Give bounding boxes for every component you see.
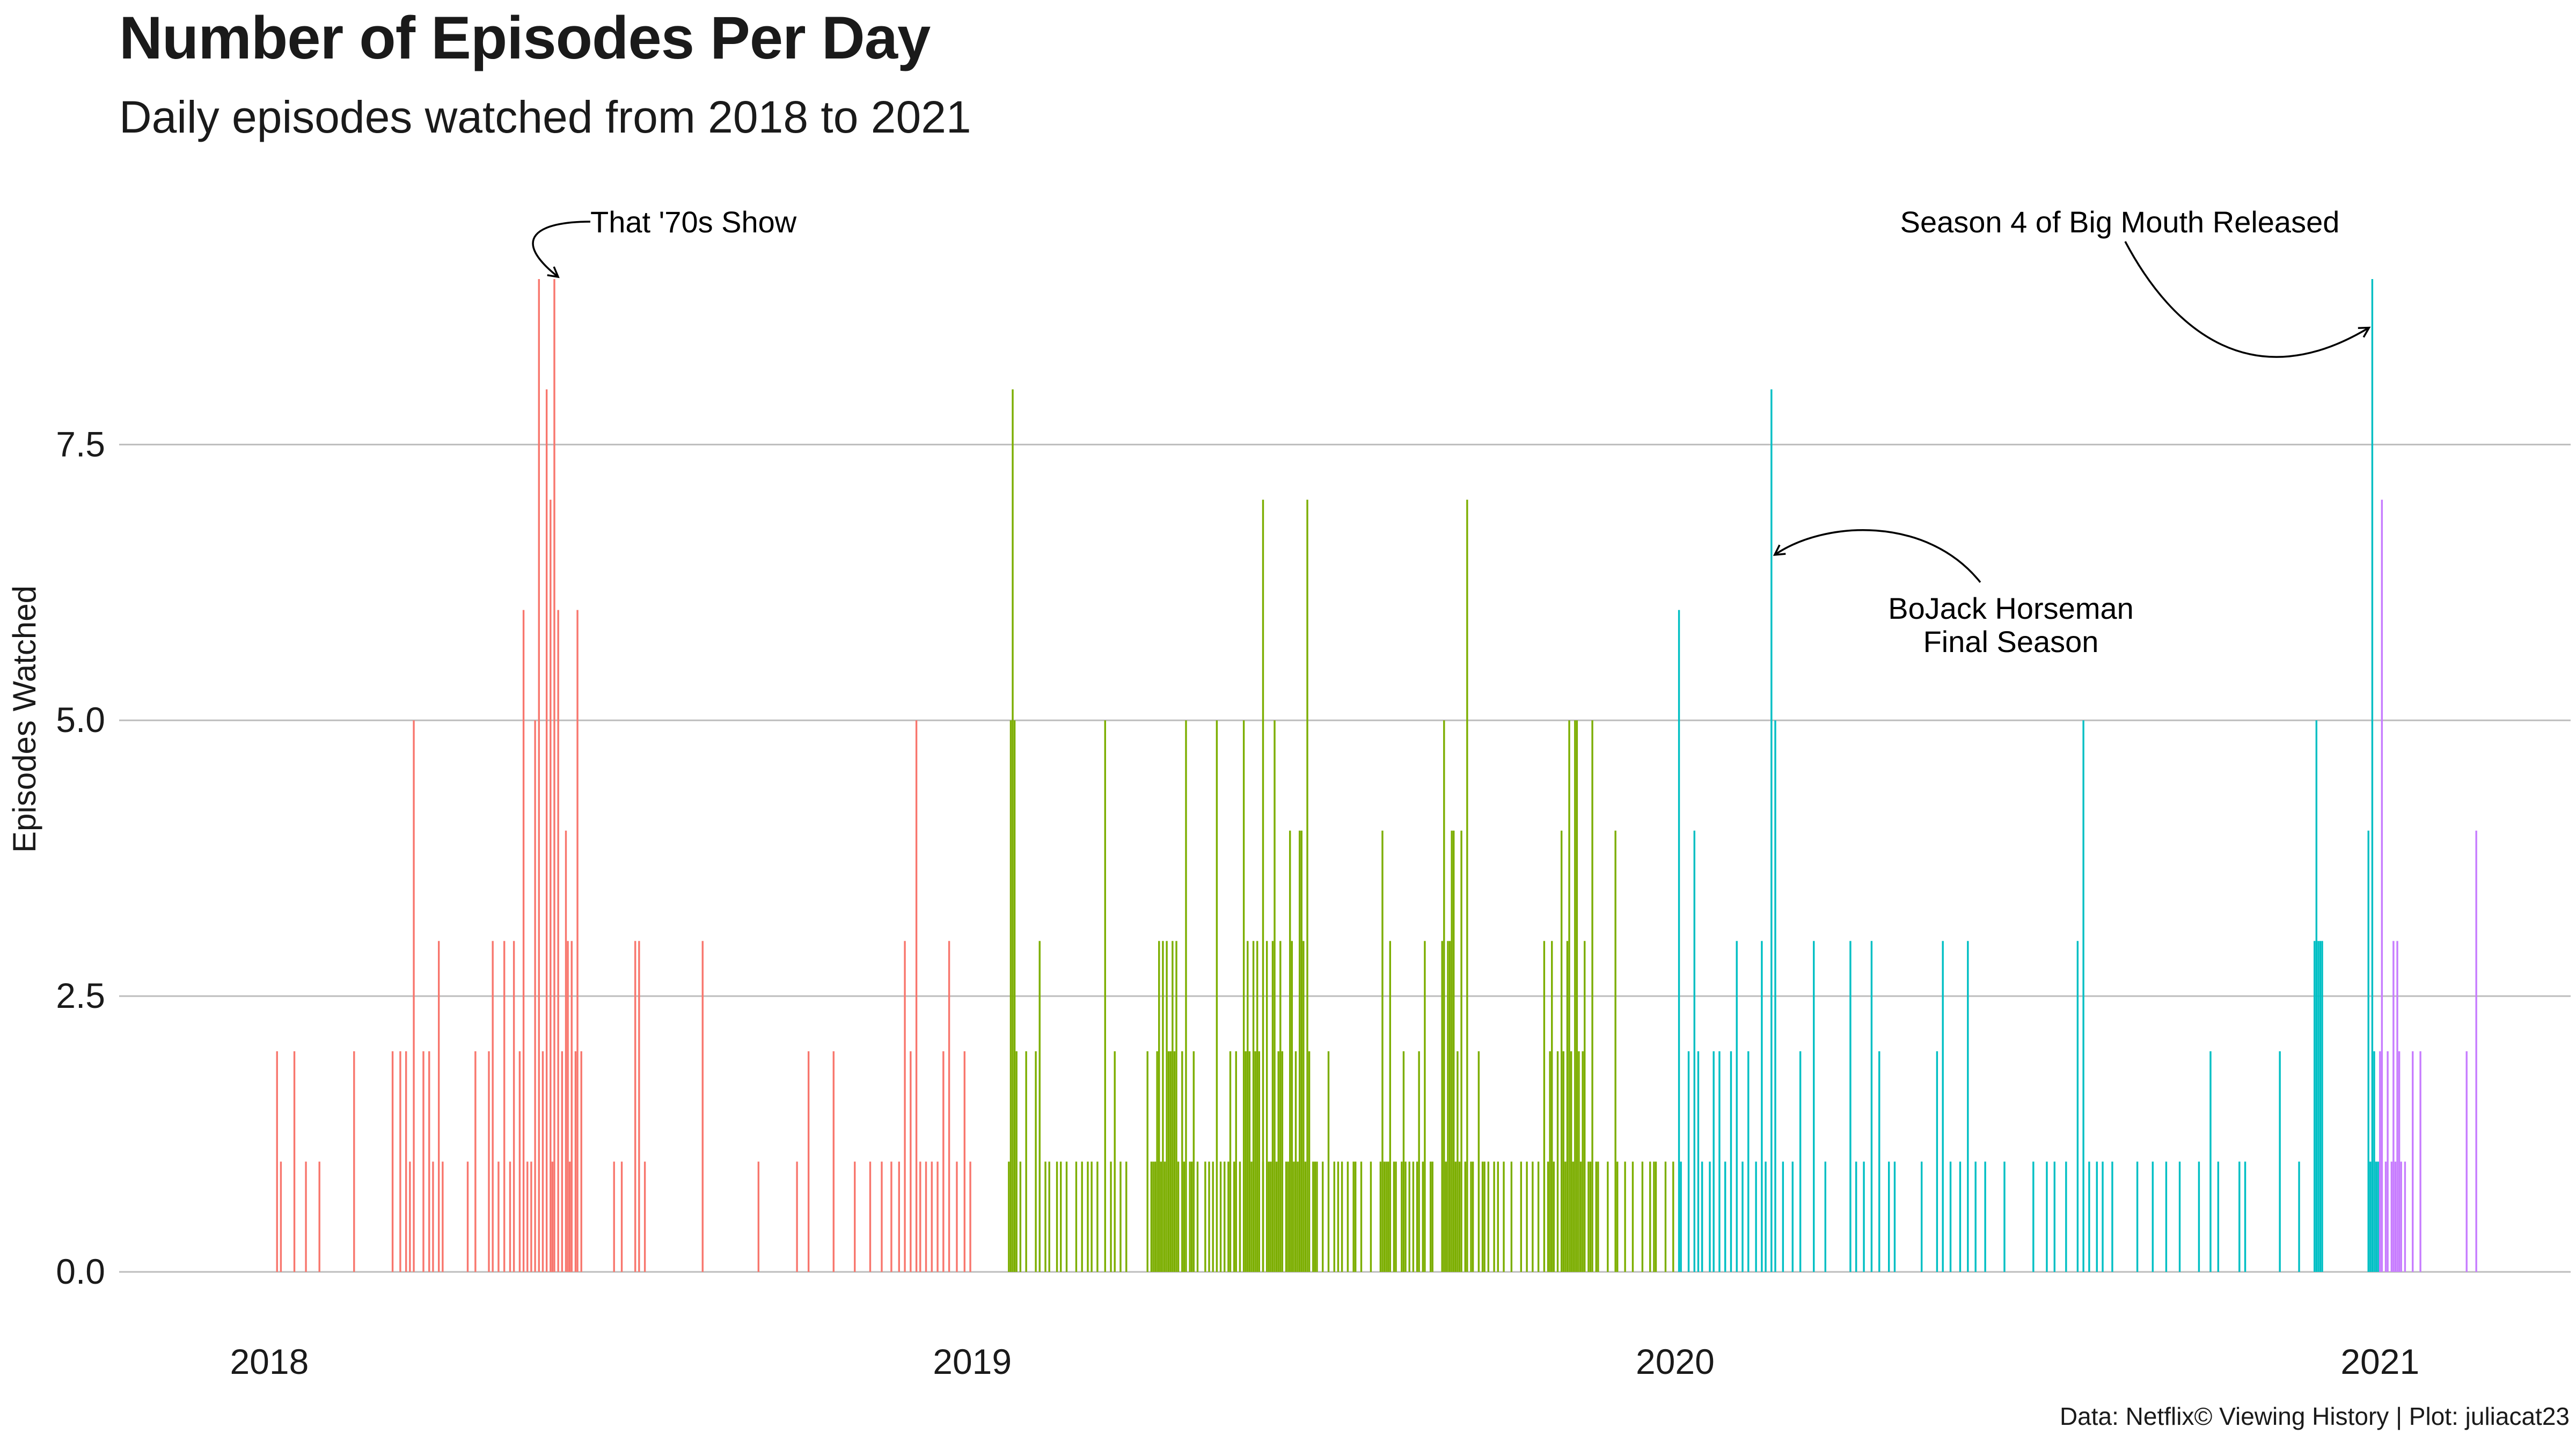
y-tick-label: 5.0: [56, 700, 105, 740]
axes: 0.0 2.5 5.0 7.5 2018 2019 2020 2021: [56, 424, 2419, 1381]
y-axis-title: Episodes Watched: [6, 586, 42, 853]
chart-caption: Data: Netflix© Viewing History | Plot: j…: [2059, 1402, 2570, 1430]
annotation-bojack-horseman: Final Season: [1923, 625, 2099, 658]
annotation-arrow: [2124, 241, 2371, 358]
annotation-arrow: [532, 221, 591, 279]
y-tick-label: 7.5: [56, 424, 105, 464]
y-tick-label: 0.0: [56, 1252, 105, 1291]
x-tick-label: 2018: [230, 1342, 309, 1381]
x-tick-label: 2021: [2340, 1342, 2419, 1381]
x-tick-label: 2019: [933, 1342, 1012, 1381]
x-tick-label: 2020: [1636, 1342, 1715, 1381]
y-tick-label: 2.5: [56, 976, 105, 1015]
annotation-that-70s-show: That '70s Show: [590, 205, 797, 239]
gridlines: [119, 443, 2571, 1273]
chart-title: Number of Episodes Per Day: [119, 4, 931, 71]
chart-subtitle: Daily episodes watched from 2018 to 2021: [119, 92, 971, 142]
annotation-bojack-horseman: BoJack Horseman: [1888, 591, 2134, 625]
bars: [276, 279, 2477, 1272]
annotation-arrow: [1773, 529, 1981, 583]
annotation-big-mouth-season-4: Season 4 of Big Mouth Released: [1900, 205, 2340, 239]
